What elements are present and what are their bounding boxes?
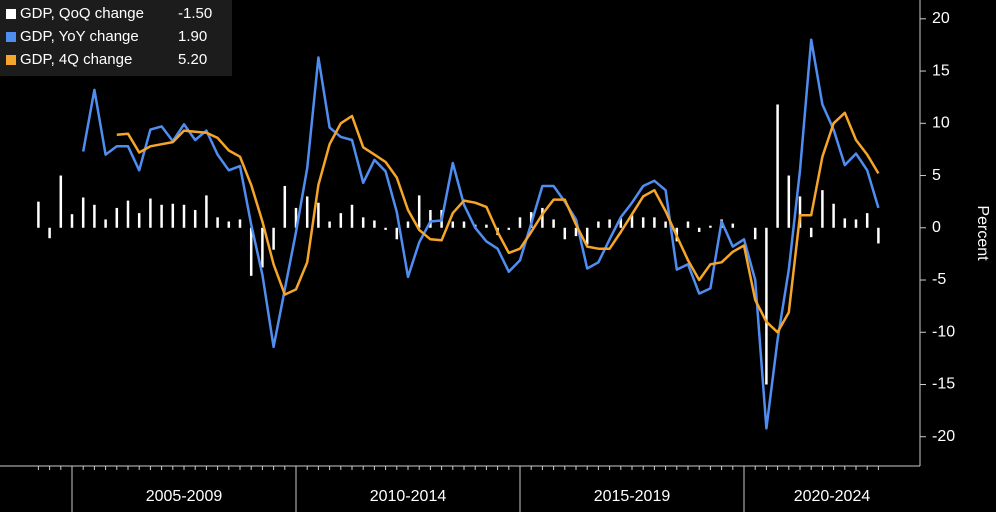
bar — [507, 227, 511, 230]
bar — [384, 227, 387, 230]
bar — [93, 204, 96, 228]
legend-swatch — [6, 55, 16, 65]
bar — [641, 217, 645, 228]
bar — [104, 219, 107, 228]
legend-box — [0, 0, 232, 76]
x-group-label: 2010-2014 — [370, 488, 447, 505]
y-tick-label: 10 — [932, 115, 950, 132]
bar — [317, 202, 320, 228]
bar — [160, 204, 163, 228]
bar — [697, 227, 701, 232]
bar — [630, 215, 634, 228]
bar — [653, 217, 656, 228]
bar — [216, 217, 219, 228]
bar — [193, 210, 197, 228]
legend-label: GDP, YoY change — [20, 28, 139, 45]
bar — [261, 227, 264, 268]
bar — [877, 227, 880, 244]
bar — [115, 207, 119, 228]
bar — [171, 203, 175, 228]
bar — [429, 210, 432, 228]
bar — [619, 218, 623, 228]
bar — [70, 214, 74, 228]
y-tick-label: -15 — [932, 376, 955, 393]
bar — [227, 221, 231, 228]
y-tick-label: 20 — [932, 10, 950, 27]
bar — [686, 221, 690, 228]
bar — [563, 227, 567, 240]
bar — [809, 227, 813, 238]
bar — [406, 221, 410, 228]
bar — [709, 225, 712, 228]
bar — [81, 197, 85, 228]
y-axis-label: Percent — [974, 205, 991, 261]
bar — [395, 227, 399, 240]
bar — [854, 219, 858, 228]
bar — [361, 217, 365, 228]
bar — [48, 227, 51, 239]
bar — [294, 207, 298, 228]
bar — [182, 204, 186, 228]
bar — [417, 195, 421, 228]
bar — [37, 201, 40, 228]
line — [116, 111, 880, 334]
line — [81, 38, 880, 430]
bar — [518, 217, 522, 228]
bar — [608, 219, 611, 228]
bar — [485, 224, 488, 228]
bar — [149, 198, 152, 228]
bar — [373, 220, 376, 228]
legend-swatch — [6, 9, 16, 19]
bar — [843, 218, 847, 228]
bar — [731, 223, 735, 228]
bar — [798, 196, 802, 228]
bar — [664, 221, 667, 228]
legend-value: -1.50 — [178, 5, 212, 22]
bar — [205, 195, 208, 228]
bar — [821, 190, 824, 228]
bar — [585, 227, 589, 245]
bar — [865, 213, 869, 228]
bar — [339, 213, 343, 228]
bar — [753, 227, 757, 240]
bar — [350, 204, 354, 228]
y-tick-label: -10 — [932, 323, 955, 340]
bar — [552, 219, 555, 228]
legend-swatch — [6, 32, 16, 42]
bar — [451, 221, 455, 228]
bar — [832, 203, 835, 228]
bar — [126, 200, 130, 228]
bar — [765, 227, 768, 385]
bar — [305, 196, 309, 228]
legend-value: 5.20 — [178, 51, 207, 68]
legend-label: GDP, 4Q change — [20, 51, 132, 68]
bar — [238, 219, 242, 228]
bar — [787, 175, 791, 228]
bar — [462, 221, 466, 228]
x-group-label: 2020-2024 — [794, 488, 871, 505]
y-tick-label: -20 — [932, 428, 955, 445]
bar — [541, 207, 544, 228]
legend-value: 1.90 — [178, 28, 207, 45]
x-group-label: 2015-2019 — [594, 488, 671, 505]
bar — [574, 227, 578, 237]
bar — [776, 104, 779, 228]
bar — [249, 227, 253, 276]
y-tick-label: 0 — [932, 219, 941, 236]
y-tick-label: -5 — [932, 271, 946, 288]
bar — [59, 175, 63, 228]
bar — [137, 213, 141, 228]
bar — [597, 221, 600, 228]
y-tick-label: 5 — [932, 167, 941, 184]
bar — [283, 185, 287, 228]
y-tick-label: 15 — [932, 62, 950, 79]
bar — [272, 227, 275, 250]
x-group-label: 2005-2009 — [146, 488, 223, 505]
legend-label: GDP, QoQ change — [20, 5, 144, 22]
bar — [328, 221, 331, 228]
